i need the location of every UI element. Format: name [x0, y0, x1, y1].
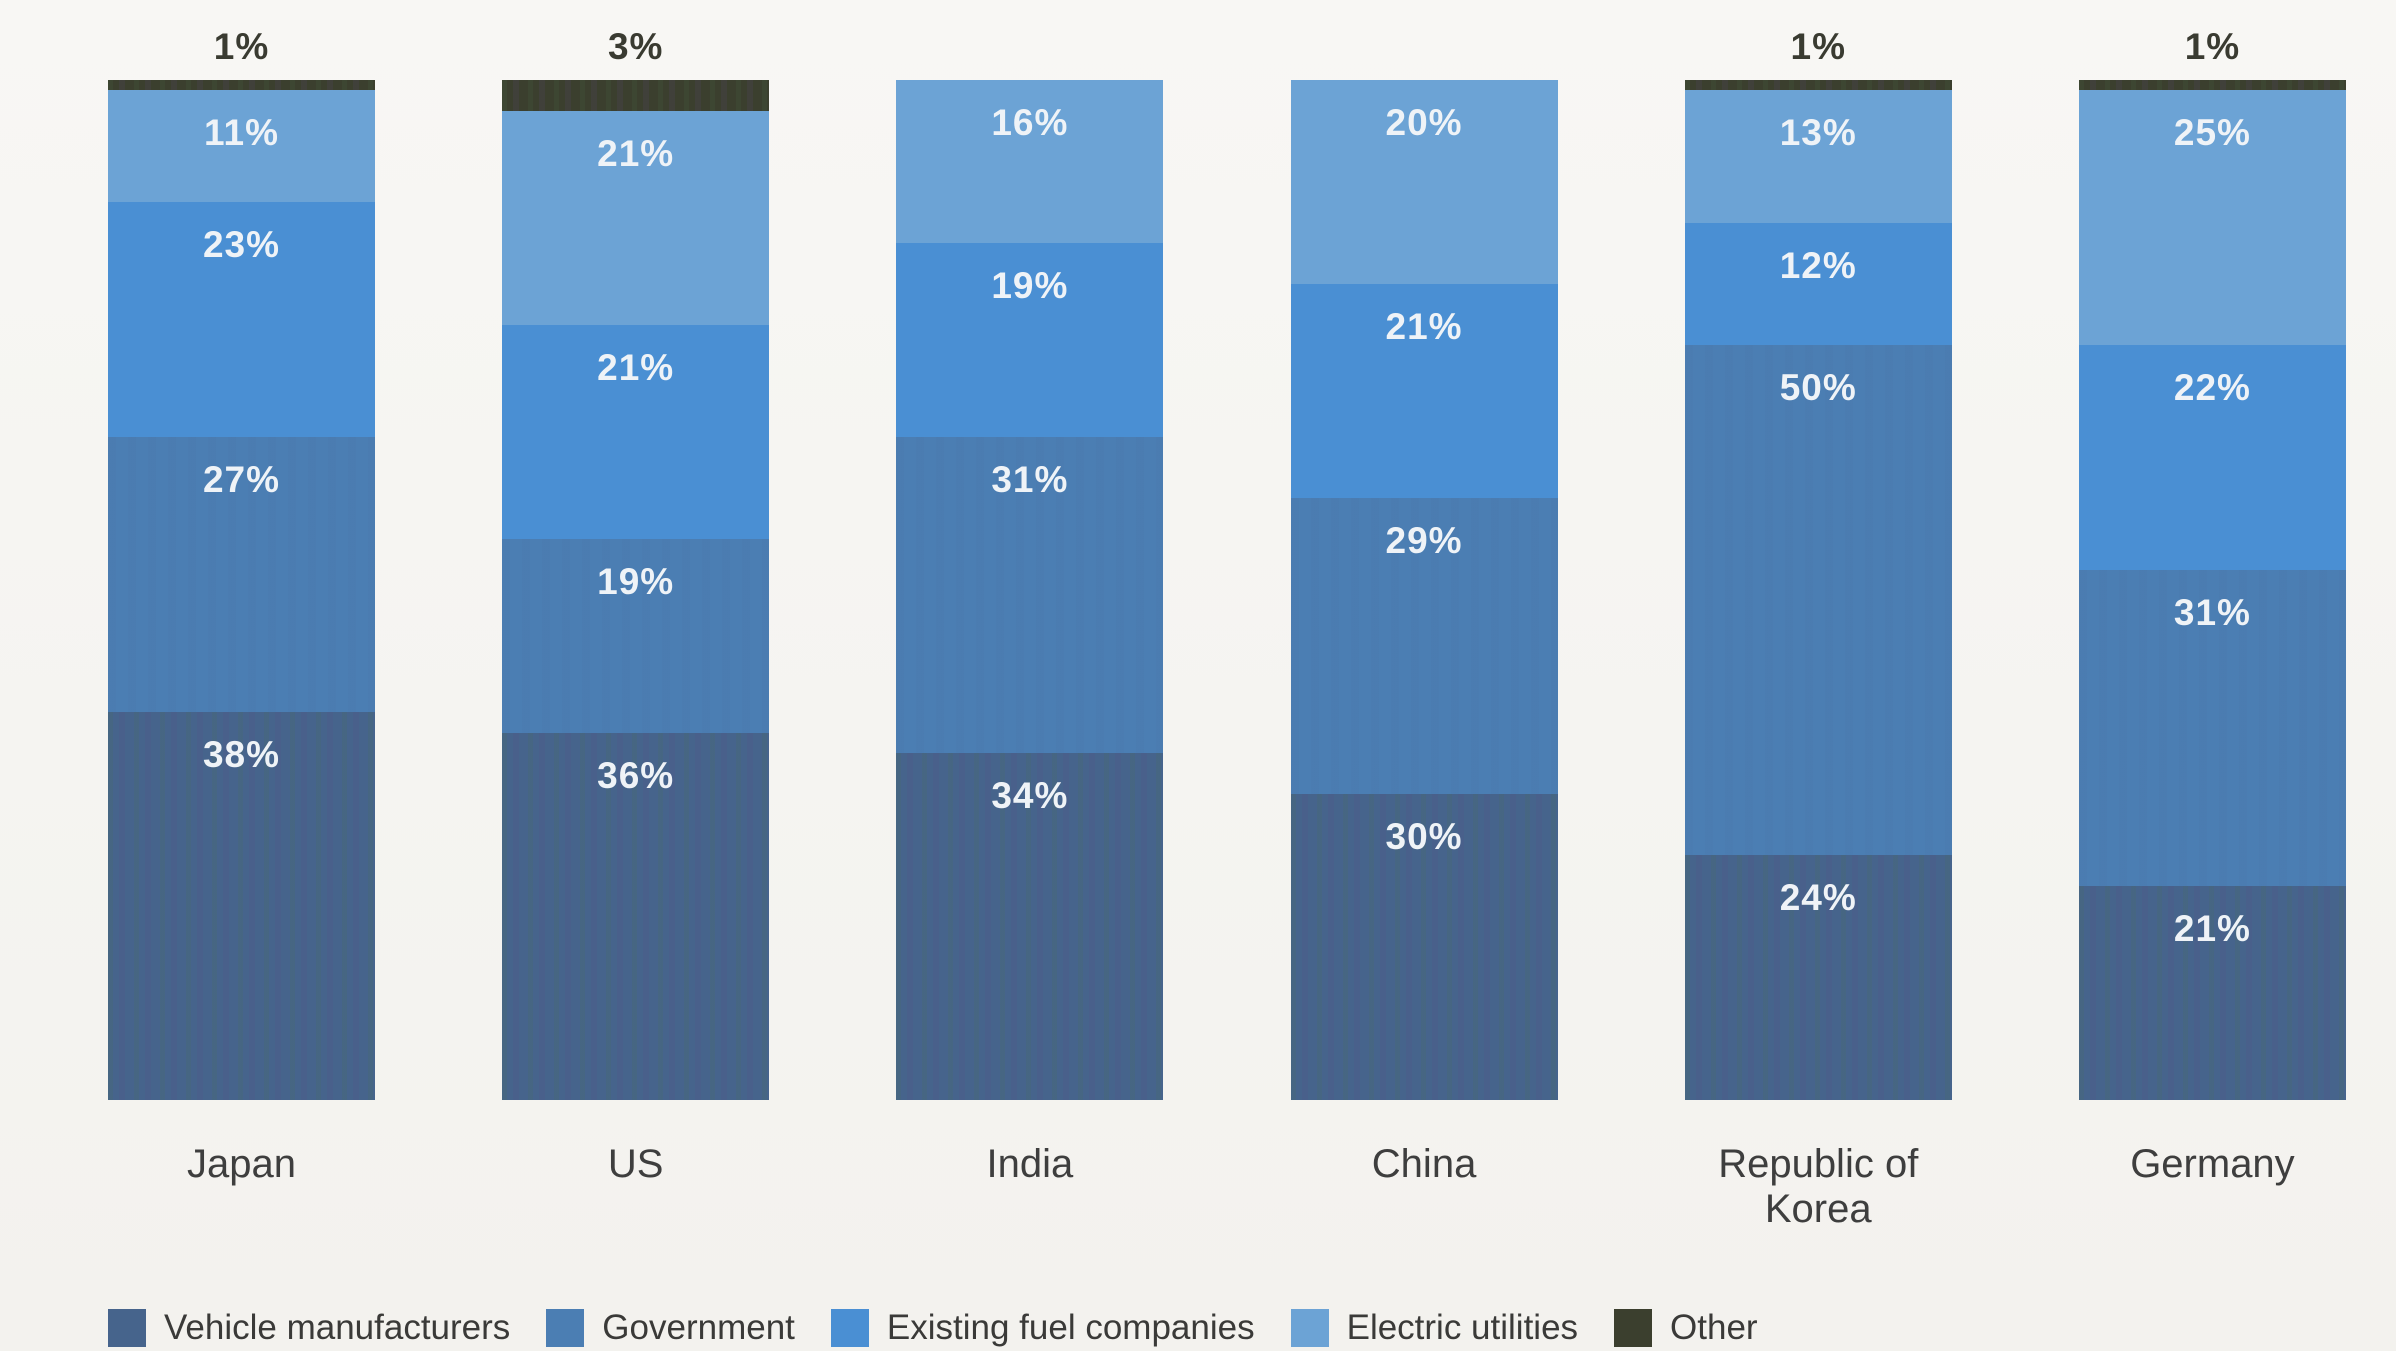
segment-value-label: 38% [202, 734, 281, 776]
legend-swatch-icon [1614, 1309, 1653, 1347]
segment-value-label: 19% [991, 265, 1069, 307]
bar-segment-existing-fuel-companies: 23% [108, 202, 375, 437]
legend-label: Electric utilities [1346, 1308, 1579, 1347]
segment-value-label: 30% [1385, 815, 1463, 857]
bar-top-label [896, 22, 1163, 80]
stacked-bar: 11% 23% 27% 38% [108, 80, 375, 1100]
bar-segment-existing-fuel-companies: 19% [896, 243, 1164, 437]
segment-value-label: 20% [1385, 102, 1463, 143]
segment-value-label: 34% [991, 775, 1069, 817]
segment-value-label: 24% [1779, 877, 1857, 919]
segment-value-label: 29% [1385, 520, 1463, 562]
bar-segment-government: 29% [1290, 498, 1558, 794]
stacked-bar: 20% 21% 29% 30% [1290, 80, 1558, 1100]
bar-segment-electric-utilities: 21% [502, 110, 770, 325]
bar-segment-other [1684, 80, 1952, 91]
segment-value-label: 21% [1385, 306, 1463, 347]
segment-value-label: 16% [991, 102, 1069, 143]
stacked-bar: 16% 19% 31% 34% [896, 80, 1164, 1100]
legend-item-electric-utilities: Electric utilities [1290, 1308, 1579, 1348]
category-label: US [607, 1142, 664, 1186]
legend: Vehicle manufacturers Government Existing … [0, 1308, 2396, 1348]
segment-value-label: 23% [202, 224, 281, 266]
stacked-bar: 13% 12% 50% 24% [1684, 80, 1952, 1100]
segment-value-label: 36% [597, 754, 675, 796]
bar-segment-vehicle-manufacturers: 36% [502, 732, 770, 1100]
category-label: India [986, 1142, 1074, 1186]
bar-segment-existing-fuel-companies: 21% [1290, 284, 1558, 499]
legend-swatch-icon [830, 1309, 869, 1347]
bar-column: 3% 21% 21% 19% 36% US [502, 22, 770, 1232]
bar-segment-government: 19% [502, 538, 770, 733]
bar-segment-other [2078, 80, 2346, 91]
category-label: Germany [2130, 1142, 2295, 1186]
category-label: Republic of Korea [1718, 1142, 1919, 1231]
segment-value-label: 22% [2173, 367, 2251, 409]
legend-label: Other [1670, 1308, 1758, 1347]
bar-top-label: 1% [1790, 26, 1846, 67]
bar-segment-government: 50% [1684, 345, 1952, 856]
segment-value-label: 27% [202, 458, 281, 500]
legend-label: Vehicle manufacturers [164, 1308, 511, 1347]
legend-swatch-icon [108, 1309, 146, 1347]
legend-item-vehicle-manufacturers: Vehicle manufacturers [108, 1308, 510, 1348]
segment-value-label: 50% [1779, 367, 1857, 409]
bar-segment-vehicle-manufacturers: 21% [2078, 885, 2346, 1100]
bar-top-label: 1% [2184, 26, 2241, 67]
bar-segment-existing-fuel-companies: 21% [502, 324, 770, 539]
legend-item-existing-fuel-companies: Existing fuel companies [830, 1308, 1255, 1348]
segment-value-label: 21% [597, 346, 675, 388]
stacked-bar: 25% 22% 31% 21% [2078, 80, 2346, 1100]
bar-chart: 1% 11% 23% 27% 38% Japan 3% 21% 21% 19% 36% US 16% 19… [108, 22, 2346, 1232]
segment-value-label: 25% [2173, 112, 2251, 154]
bar-segment-government: 31% [896, 436, 1164, 754]
stacked-bar: 21% 21% 19% 36% [502, 80, 770, 1100]
segment-value-label: 21% [597, 132, 675, 174]
bar-segment-electric-utilities: 13% [1684, 90, 1952, 223]
bar-segment-existing-fuel-companies: 22% [2078, 345, 2346, 570]
bar-top-label [1291, 22, 1558, 80]
legend-swatch-icon [1290, 1309, 1329, 1347]
bar-segment-electric-utilities: 16% [896, 80, 1164, 244]
segment-value-label: 11% [203, 112, 279, 154]
bar-segment-existing-fuel-companies: 12% [1684, 222, 1952, 346]
bar-column: 1% 11% 23% 27% 38% Japan [108, 22, 375, 1232]
bar-segment-other [108, 80, 375, 91]
bar-segment-electric-utilities: 25% [2078, 90, 2346, 346]
bar-segment-vehicle-manufacturers: 34% [896, 753, 1164, 1100]
legend-label: Government [602, 1308, 795, 1347]
segment-value-label: 12% [1779, 244, 1857, 286]
category-label: China [1371, 1142, 1477, 1186]
segment-value-label: 19% [597, 560, 675, 602]
bar-segment-vehicle-manufacturers: 30% [1290, 793, 1558, 1100]
bar-segment-electric-utilities: 20% [1290, 80, 1558, 284]
bar-top-label: 1% [213, 26, 270, 67]
segment-value-label: 13% [1779, 112, 1857, 154]
bar-column: 1% 13% 12% 50% 24% Republic of Korea [1684, 22, 1952, 1232]
bar-segment-vehicle-manufacturers: 38% [108, 712, 375, 1100]
segment-value-label: 31% [991, 458, 1069, 500]
legend-swatch-icon [546, 1309, 585, 1347]
legend-label: Existing fuel companies [886, 1308, 1255, 1347]
bar-top-label: 3% [607, 26, 664, 67]
segment-value-label: 31% [2173, 591, 2251, 633]
bar-segment-electric-utilities: 11% [108, 90, 375, 203]
bar-segment-government: 31% [2078, 569, 2346, 886]
segment-value-label: 21% [2173, 907, 2251, 949]
bar-segment-government: 27% [108, 436, 375, 713]
legend-item-government: Government [546, 1308, 795, 1348]
legend-item-other: Other [1614, 1308, 1758, 1348]
bar-segment-other [502, 80, 770, 111]
bar-column: 16% 19% 31% 34% India [896, 22, 1164, 1232]
category-label: Japan [187, 1142, 296, 1186]
bar-segment-vehicle-manufacturers: 24% [1684, 855, 1952, 1100]
bar-column: 1% 25% 22% 31% 21% Germany [2078, 22, 2346, 1232]
bar-column: 20% 21% 29% 30% China [1290, 22, 1558, 1232]
